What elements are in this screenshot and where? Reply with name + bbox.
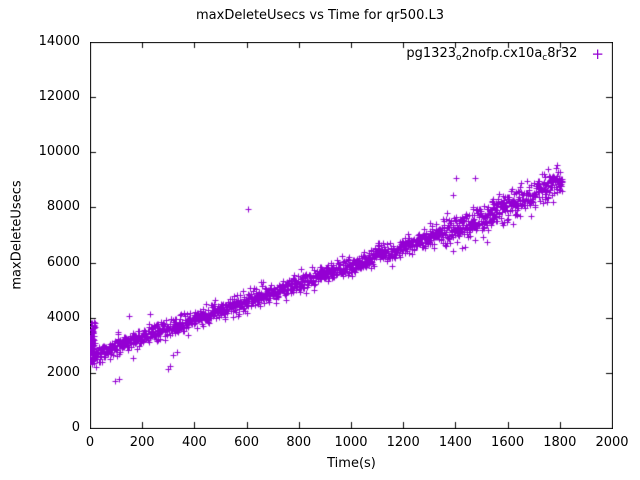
x-axis-label: Time(s): [327, 456, 376, 471]
y-tick-label: 10000: [38, 144, 80, 160]
legend-label-subscript: c: [542, 53, 548, 63]
x-tick-label: 1000: [334, 435, 368, 450]
x-tick-label: 0: [85, 435, 95, 450]
y-tick-label: 4000: [46, 309, 80, 325]
legend-plus-marker: +: [591, 45, 604, 63]
x-tick-label: 1800: [543, 435, 577, 450]
legend-label-subscript: o: [456, 53, 462, 63]
y-tick-label: 0: [71, 420, 80, 435]
y-tick-label: 14000: [38, 34, 80, 49]
legend-label-text: pg1323: [406, 46, 456, 61]
x-tick-label: 800: [286, 435, 312, 450]
legend-label-text: 8r32: [547, 46, 578, 61]
y-axis-label: maxDeleteUsecs: [9, 180, 25, 290]
plot-canvas: [90, 42, 613, 429]
legend-label-text: 2nofp.cx10a: [461, 46, 543, 61]
x-tick-label: 2000: [595, 435, 629, 450]
x-tick-label: 1600: [491, 435, 525, 450]
x-tick-label: 400: [181, 435, 207, 450]
x-tick-label: 1400: [438, 435, 472, 450]
x-tick-label: 1200: [386, 435, 420, 450]
y-tick-label: 12000: [38, 89, 80, 105]
chart-title: maxDeleteUsecs vs Time for qr500.L3: [196, 8, 444, 23]
y-tick-label: 8000: [46, 199, 80, 215]
y-tick-label: 2000: [46, 364, 80, 380]
legend-label: pg1323o2nofp.cx10ac8r32: [406, 46, 577, 63]
x-tick-label: 600: [234, 435, 259, 450]
legend-entry: pg1323o2nofp.cx10ac8r32 +: [406, 46, 604, 63]
x-tick-label: 200: [129, 435, 155, 450]
y-tick-label: 6000: [46, 254, 80, 270]
